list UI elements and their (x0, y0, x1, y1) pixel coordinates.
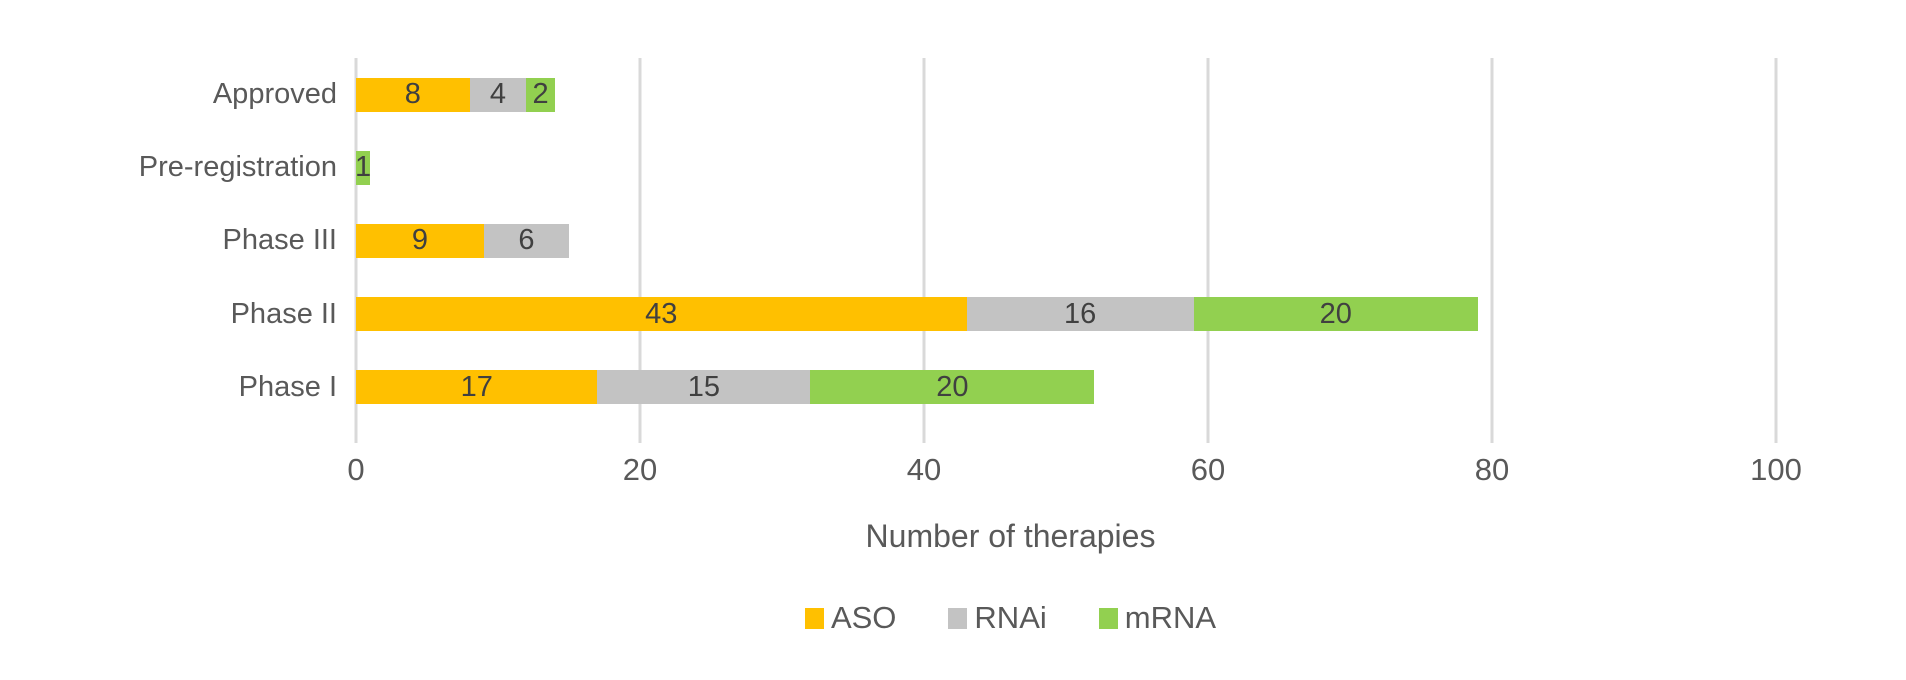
bar-segment-rnai-phase-iii: 6 (483, 223, 569, 258)
bar-segment-rnai-phase-ii: 16 (966, 297, 1194, 332)
data-label-rnai-approved: 4 (489, 78, 507, 111)
bar-segment-mrna-pre-registration: 1 (355, 150, 372, 185)
plot-area: 0 20 40 60 80 100 Approved 8 4 2 Pre-registration 1… (139, 58, 1802, 485)
legend-item-aso: ASO (804, 600, 897, 636)
x-tick-label-60: 60 (1190, 452, 1226, 487)
legend-swatch-mrna (1098, 607, 1118, 629)
x-tick-label-80: 80 (1474, 452, 1510, 487)
bar-segment-aso-phase-i: 17 (356, 370, 598, 405)
x-tick-mark-60 (1206, 424, 1210, 443)
chart-row-phase-iii: Phase III 9 6 (223, 204, 1776, 277)
category-label-pre-registration: Pre-registration (138, 151, 337, 184)
category-label-phase-i: Phase I (238, 370, 337, 403)
data-label-mrna-phase-ii: 20 (1319, 297, 1352, 330)
gridline-20 (638, 58, 642, 424)
bar-segment-mrna-approved: 2 (526, 77, 555, 112)
legend-swatch-aso (804, 607, 824, 629)
gridline-40 (922, 58, 926, 424)
stacked-bar-phase-ii: 43 16 20 (356, 297, 1776, 332)
legend-item-rnai: RNAi (948, 600, 1047, 636)
x-tick-label-40: 40 (906, 452, 942, 487)
bar-segment-rnai-approved: 4 (469, 77, 527, 112)
category-label-phase-ii: Phase II (230, 297, 337, 330)
legend-swatch-rnai (948, 607, 968, 629)
data-label-aso-phase-iii: 9 (411, 224, 428, 257)
data-label-aso-phase-ii: 43 (645, 297, 678, 330)
data-label-aso-approved: 8 (404, 78, 421, 111)
gridline-60 (1206, 58, 1210, 424)
bar-segment-mrna-phase-ii: 20 (1193, 297, 1478, 332)
category-label-approved: Approved (212, 78, 337, 111)
x-axis-title: Number of therapies (865, 518, 1156, 554)
chart-row-approved: Approved 8 4 2 (213, 58, 1776, 131)
legend-label-mrna: mRNA (1124, 600, 1217, 635)
x-tick-mark-0 (354, 424, 358, 443)
bar-segment-aso-phase-ii: 43 (356, 297, 967, 332)
bar-segment-aso-approved: 8 (356, 77, 470, 112)
bar-segment-mrna-phase-i: 20 (810, 370, 1095, 405)
data-label-rnai-phase-iii: 6 (518, 224, 535, 257)
x-tick-mark-80 (1490, 424, 1494, 443)
data-label-mrna-phase-i: 20 (936, 370, 969, 403)
data-label-rnai-phase-ii: 16 (1064, 297, 1097, 330)
bar-segment-rnai-phase-i: 15 (597, 370, 811, 405)
x-tick-label-20: 20 (622, 452, 658, 487)
stacked-bar-pre-registration: 1 (355, 150, 1776, 185)
chart-row-phase-i: Phase I 17 15 20 (239, 351, 1776, 424)
chart-row-pre-registration: Pre-registration 1 (139, 131, 1776, 204)
bar-segment-aso-phase-iii: 9 (356, 223, 484, 258)
data-label-mrna-pre-registration: 1 (355, 151, 372, 184)
chart-row-phase-ii: Phase II 43 16 20 (231, 278, 1776, 351)
legend-item-mrna: mRNA (1098, 600, 1217, 636)
category-label-phase-iii: Phase III (222, 224, 337, 257)
x-tick-label-100: 100 (1750, 452, 1802, 487)
gridline-100 (1774, 58, 1778, 424)
data-label-aso-phase-i: 17 (460, 370, 493, 403)
stacked-bar-phase-i: 17 15 20 (356, 370, 1776, 405)
x-tick-mark-20 (638, 424, 642, 443)
x-tick-label-0: 0 (347, 452, 365, 487)
legend-label-aso: ASO (830, 600, 897, 635)
legend-label-rnai: RNAi (974, 600, 1047, 635)
x-tick-mark-40 (922, 424, 926, 443)
data-label-mrna-approved: 2 (532, 78, 549, 111)
gridline-80 (1490, 58, 1494, 424)
legend: ASO RNAi mRNA (0, 600, 1906, 636)
x-tick-mark-100 (1774, 424, 1778, 443)
data-label-rnai-phase-i: 15 (687, 370, 721, 403)
